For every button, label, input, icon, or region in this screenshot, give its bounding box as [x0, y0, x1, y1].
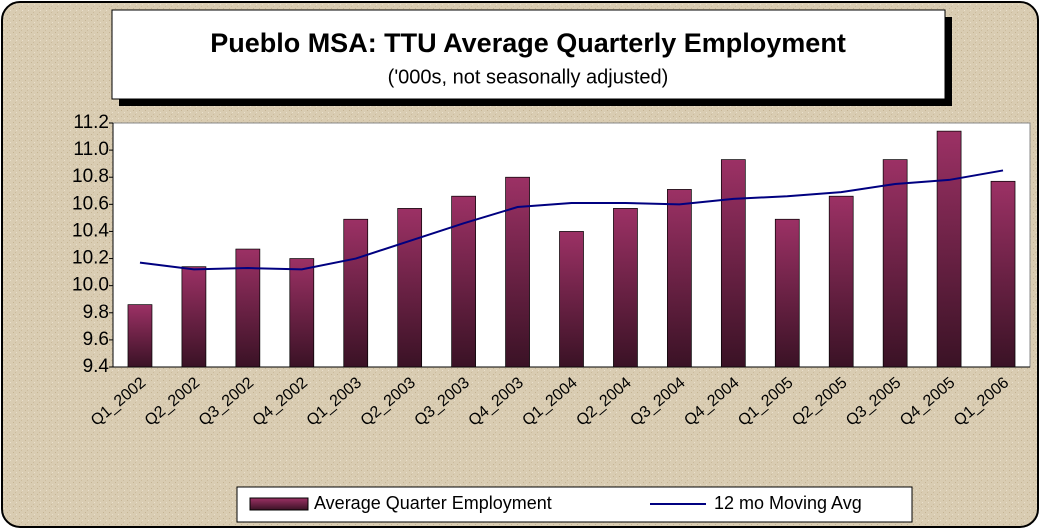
y-tick-label: 9.4: [83, 356, 110, 377]
bar: [720, 159, 746, 368]
bar: [828, 195, 854, 368]
bar: [451, 195, 476, 368]
bar: [774, 218, 800, 368]
chart-title: Pueblo MSA: TTU Average Quarterly Employ…: [210, 28, 846, 58]
bar: [397, 208, 423, 368]
chart-subtitle: ('000s, not seasonally adjusted): [388, 66, 669, 88]
y-tick-label: 10.0: [72, 275, 109, 296]
bar: [613, 208, 638, 368]
bar: [343, 218, 369, 368]
bar: [181, 266, 207, 368]
y-tick-label: 10.2: [72, 248, 109, 269]
bar: [289, 258, 315, 368]
y-tick-label: 10.4: [72, 220, 109, 241]
bar: [882, 159, 908, 368]
bar: [235, 248, 261, 368]
y-tick-label: 11.2: [73, 112, 109, 133]
title-box: [111, 9, 946, 100]
y-tick-label: 10.6: [72, 193, 109, 214]
bar: [667, 189, 692, 368]
bar: [936, 130, 962, 368]
y-tick-label: 9.6: [83, 329, 109, 350]
legend: [236, 486, 913, 523]
y-tick-label: 10.8: [72, 166, 109, 187]
y-tick-label: 9.8: [83, 302, 109, 323]
bar: [990, 180, 1016, 368]
legend-label: Average Quarter Employment: [314, 493, 552, 513]
bar: [127, 304, 153, 368]
line: [139, 169, 1004, 271]
y-tick-label: 11.0: [73, 139, 109, 160]
bar: [559, 231, 584, 368]
legend-swatch: [249, 497, 309, 511]
legend-label: 12 mo Moving Avg: [714, 493, 862, 513]
